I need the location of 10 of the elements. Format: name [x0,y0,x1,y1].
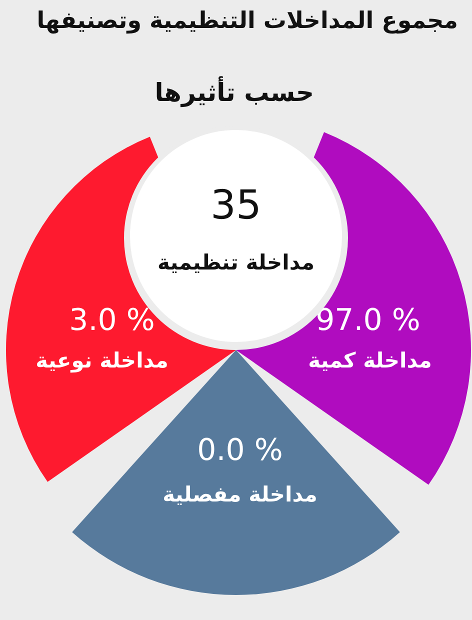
data-label: 97.0 % [316,302,420,338]
category-label: مداخلة كمية [308,348,432,372]
text: حسب تأثيرها [154,78,314,107]
text: 35 [210,182,262,228]
text: مداخلة تنظيمية [158,250,314,274]
text: مجموع المداخلات التنظيمية وتصنيفها [36,8,458,34]
data-label: 3.0 % [69,302,155,338]
category-label: مداخلة نوعية [36,348,168,374]
data-label: 0.0 % [197,432,283,468]
category-label: مداخلة مفصلية [162,482,318,506]
